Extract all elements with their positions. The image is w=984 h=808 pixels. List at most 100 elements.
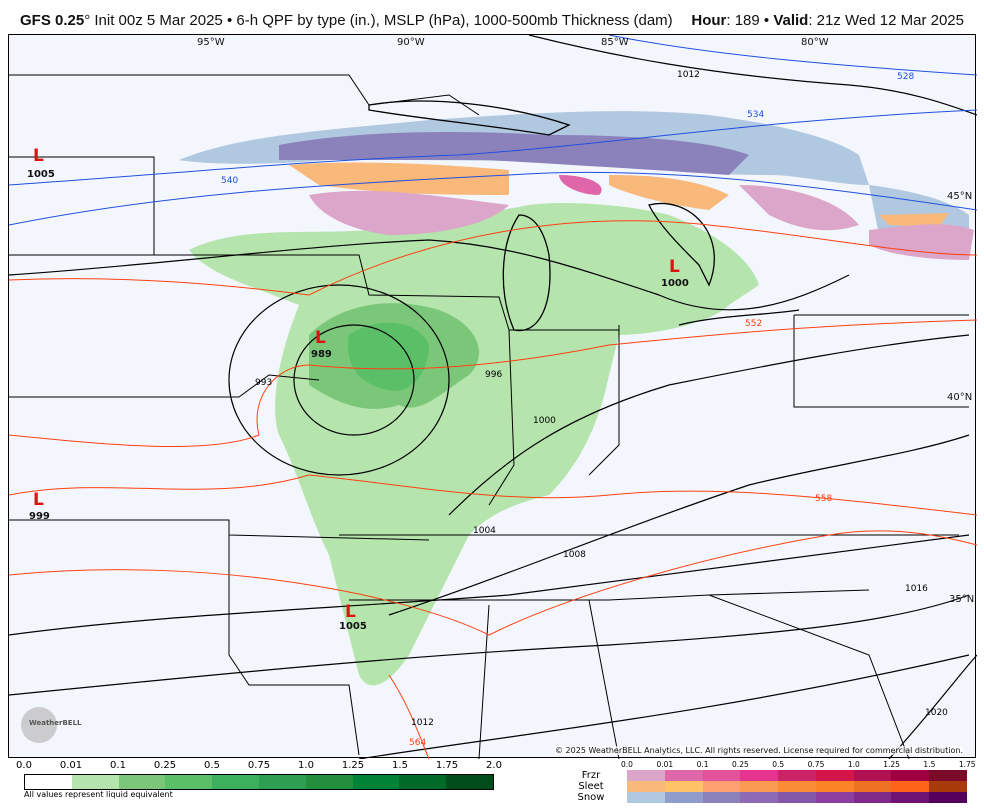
- color-swatch: [702, 770, 741, 781]
- color-swatch: [446, 775, 493, 789]
- color-swatch: [740, 770, 779, 781]
- low-marker: L: [345, 602, 356, 622]
- weatherbell-logo: WeatherBELL: [21, 707, 82, 743]
- tick-label: 1.75: [958, 760, 976, 769]
- color-swatch: [118, 775, 166, 789]
- weather-map: 95°W 90°W 85°W 80°W 45°N 40°N 35°N L 100…: [8, 34, 977, 759]
- color-swatch: [853, 781, 892, 792]
- isobar-label: 1000: [533, 416, 556, 426]
- isobar-label: 1016: [905, 584, 928, 594]
- tick-label: 0.01: [656, 760, 674, 769]
- isobar-label: 1008: [563, 550, 586, 560]
- isobar-label: 1012: [677, 70, 700, 80]
- degree: °: [84, 12, 91, 29]
- great-lakes: [368, 100, 800, 332]
- tick-label: 0.5: [204, 760, 220, 771]
- low-marker: L: [33, 146, 44, 166]
- tick-label: 1.5: [392, 760, 408, 771]
- model-name: GFS 0.25: [20, 12, 85, 29]
- lon-label: 80°W: [801, 37, 829, 48]
- map-canvas: 95°W 90°W 85°W 80°W 45°N 40°N 35°N L 100…: [9, 35, 977, 759]
- lat-label: 45°N: [947, 191, 972, 202]
- precip-freezing-rain: [309, 175, 974, 260]
- thickness-lines: [9, 35, 977, 759]
- tick-label: 0.25: [153, 760, 177, 771]
- color-swatch: [929, 770, 968, 781]
- tick-label: 1.0: [847, 760, 860, 769]
- color-swatch: [664, 770, 703, 781]
- color-swatch: [815, 770, 854, 781]
- lat-label: 35°N: [949, 594, 974, 605]
- type-name: Sleet: [578, 781, 604, 792]
- precip-type-legend: 0.00.010.10.250.50.751.01.251.51.752.0 F…: [555, 760, 984, 803]
- tick-label: 0.1: [110, 760, 126, 771]
- tick-label: 0.75: [807, 760, 825, 769]
- valid-label: Valid: [773, 12, 809, 29]
- low-marker: L: [669, 257, 680, 277]
- contour-labels: 1012 996 1000 1004 1008 1016 1020 993 10…: [221, 70, 948, 748]
- color-swatch: [165, 775, 213, 789]
- tick-label: 1.25: [883, 760, 900, 769]
- color-swatch: [740, 781, 779, 792]
- tick-label: 0.5: [772, 760, 785, 769]
- tick-label: 0.25: [732, 760, 749, 769]
- lon-label: 95°W: [197, 37, 225, 48]
- tick-label: 0.01: [59, 760, 83, 771]
- color-swatch: [891, 770, 930, 781]
- thickness-label: 564: [409, 738, 426, 748]
- hour-label: Hour: [691, 12, 727, 29]
- lon-label: 85°W: [601, 37, 629, 48]
- precip-rain: [189, 203, 759, 686]
- low-pressure: 1005: [27, 169, 55, 180]
- color-swatch: [627, 781, 665, 792]
- type-row-frzr: Frzr: [555, 770, 984, 781]
- color-swatch: [929, 792, 968, 803]
- thickness-label: 558: [815, 494, 832, 504]
- rain-color-bar: [24, 774, 494, 790]
- isobar-label: 993: [255, 378, 272, 388]
- tick-label: 1.75: [435, 760, 459, 771]
- isobar-label: 996: [485, 370, 502, 380]
- type-legend-rows: Frzr Sleet Snow: [555, 770, 984, 803]
- legend-note: All values represent liquid equivalent: [24, 790, 173, 799]
- color-swatch: [212, 775, 259, 789]
- color-swatch: [740, 792, 779, 803]
- color-swatch: [702, 781, 741, 792]
- color-swatch: [627, 770, 665, 781]
- type-name: Frzr: [581, 770, 601, 781]
- map-title: GFS 0.25° Init 00z 5 Mar 2025 • 6-h QPF …: [20, 12, 964, 32]
- low-marker: L: [33, 490, 44, 510]
- lat-label: 40°N: [947, 392, 972, 403]
- low-pressure-centers: L 1005 L 999 L 989 L 1000 L 1005: [27, 146, 689, 632]
- type-legend-ticks: 0.00.010.10.250.50.751.01.251.51.752.0: [585, 760, 984, 770]
- valid-value: : 21z Wed 12 Mar 2025: [808, 12, 964, 29]
- tick-label: 1.5: [923, 760, 936, 769]
- low-pressure: 989: [311, 349, 332, 360]
- color-swatch: [25, 775, 72, 789]
- tick-label: 2.0: [486, 760, 502, 771]
- color-swatch: [891, 792, 930, 803]
- thickness-label: 528: [897, 72, 914, 82]
- type-row-sleet: Sleet: [555, 781, 984, 792]
- isobar-label: 1020: [925, 708, 948, 718]
- tick-label: 0.0: [16, 760, 32, 771]
- low-pressure: 999: [29, 511, 50, 522]
- color-swatch: [853, 792, 892, 803]
- tick-label: 0.75: [247, 760, 271, 771]
- thickness-label: 540: [221, 176, 238, 186]
- low-pressure: 1005: [339, 621, 367, 632]
- type-row-snow: Snow: [555, 792, 984, 803]
- tick-label: 0.0: [621, 760, 633, 769]
- color-swatch: [815, 792, 854, 803]
- tick-label: 1.25: [341, 760, 365, 771]
- color-swatch: [305, 775, 353, 789]
- color-swatch: [815, 781, 854, 792]
- rain-legend-ticks: 0.0 0.01 0.1 0.25 0.5 0.75 1.0 1.25 1.5 1.75 2.0: [12, 760, 502, 774]
- copyright: © 2025 WeatherBELL Analytics, LLC. All r…: [555, 746, 963, 755]
- valid-info: Hour: 189 • Valid: 21z Wed 12 Mar 2025: [691, 12, 964, 29]
- init-description: Init 00z 5 Mar 2025 • 6-h QPF by type (i…: [90, 12, 673, 29]
- color-swatch: [929, 781, 968, 792]
- precip-sleet: [289, 162, 949, 227]
- color-swatch: [627, 792, 665, 803]
- lon-label: 90°W: [397, 37, 425, 48]
